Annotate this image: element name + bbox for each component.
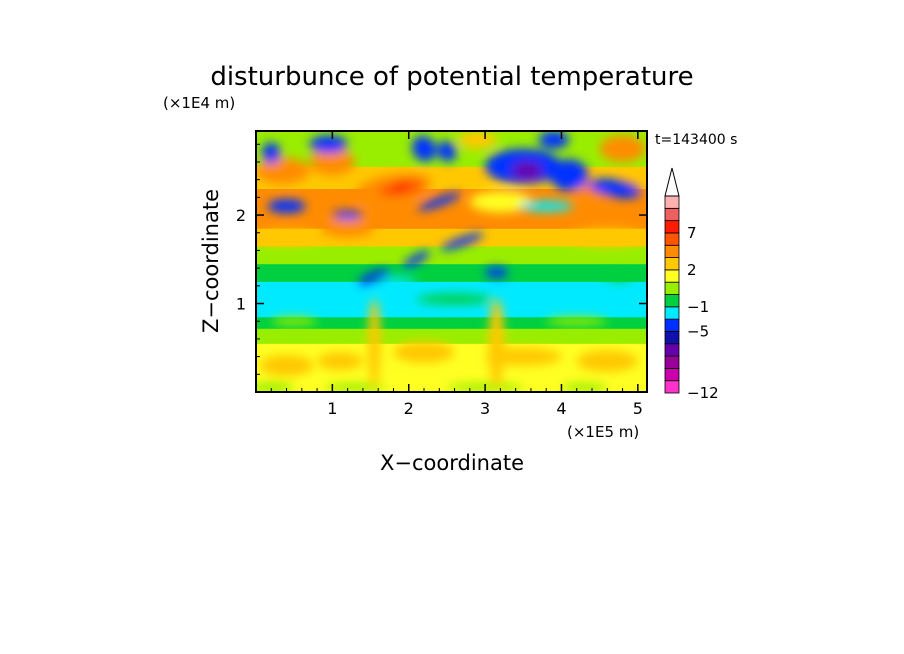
colorbar-swatch [664,318,680,332]
field-blob [332,210,363,220]
field-blob [576,350,638,372]
field-blob [437,141,457,162]
colorbar-label: 7 [687,224,697,242]
field-blob [256,382,295,392]
field-blob [262,142,281,164]
colorbar-swatch [664,269,680,283]
x-tick-label: 1 [327,399,337,418]
y-tick-label: 2 [236,206,246,225]
field-blob [519,200,573,212]
colorbar-swatch [664,244,680,258]
y-unit-label: (×1E4 m) [163,94,235,112]
x-unit-label: (×1E5 m) [567,423,639,441]
field-blob [440,232,484,251]
field-blob [488,299,505,388]
field-blob [599,135,646,162]
field-blob [393,341,455,363]
field-blob [370,271,386,279]
field-blob [256,230,318,245]
field-blobs [256,131,646,392]
field-blob [392,181,410,192]
y-tick-label: 1 [236,295,246,314]
x-tick-label: 3 [480,399,490,418]
field-band [256,328,647,344]
y-axis: 12 [236,143,647,375]
field-blob [550,159,589,192]
colorbar: −12−5−127 [664,167,719,402]
colorbar-swatch [664,207,680,222]
field-blob [603,272,635,282]
field-blob [259,354,314,377]
field-blob [256,157,310,185]
x-tick-label: 2 [404,399,414,418]
colorbar-swatch [664,220,680,234]
field-blob [324,383,386,392]
field-blob [569,228,646,247]
heatmap-field [256,131,647,392]
field-blob [588,178,642,199]
colorbar-swatch [664,331,680,345]
field-blob [458,131,497,149]
colorbar-swatch [664,257,680,271]
x-tick-label: 5 [633,399,643,418]
colorbar-swatch [664,294,680,308]
field-band [256,263,647,282]
colorbar-extend-arrow [664,167,680,197]
field-blob [485,347,562,366]
field-blob [320,219,375,238]
colorbar-label: −12 [687,384,719,402]
colorbar-swatch [664,355,680,369]
field-blob [417,192,461,211]
colorbar-label: −5 [687,322,709,340]
colorbar-swatch [664,380,680,394]
x-axis: 1 2 3 4 5 [270,131,643,418]
field-blob [309,148,356,176]
colorbar-swatch [664,195,680,209]
field-blob [267,199,306,214]
field-band [256,246,647,265]
field-blob [317,352,363,370]
field-blob [412,135,436,162]
field-blob [485,267,509,278]
colorbar-swatch [664,367,680,382]
plot-frame [255,130,648,393]
field-blob [469,191,531,213]
chart-title: disturbunce of potential temperature [210,62,693,92]
colorbar-swatch [664,232,680,246]
time-label: t=143400 s [655,132,737,148]
field-blob [538,131,570,149]
field-blob [368,299,381,388]
field-blob [511,161,543,180]
field-blob [271,316,318,326]
field-blob [561,383,608,392]
field-blob [546,316,608,326]
colorbar-label: −1 [687,298,709,316]
y-axis-label: Z−coordinate [199,189,223,333]
field-blob [309,135,348,154]
colorbar-label: 2 [687,261,697,279]
x-tick-label: 4 [556,399,566,418]
colorbar-swatch [664,306,680,320]
colorbar-swatch [664,343,680,357]
colorbar-swatch [664,281,680,295]
field-blob [416,293,493,305]
field-blob [402,250,430,268]
x-axis-label: X−coordinate [380,451,524,475]
